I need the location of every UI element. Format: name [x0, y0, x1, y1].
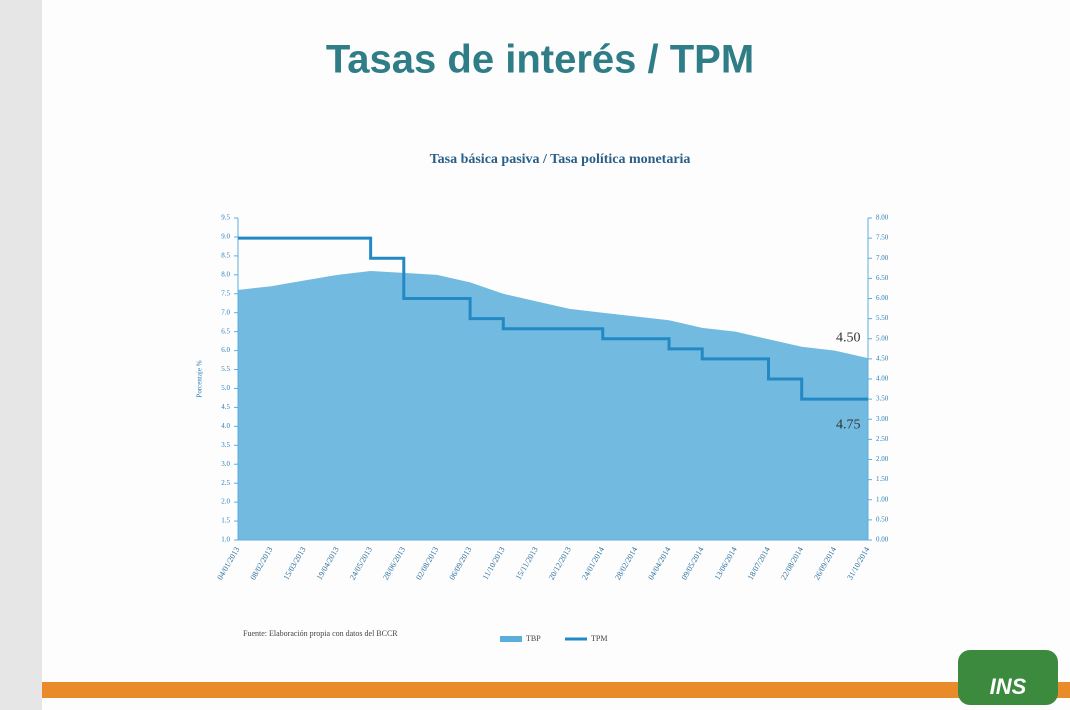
y-tick-label: 5.5: [221, 365, 230, 373]
y-tick-label: 3.5: [221, 441, 230, 449]
y-tick-label: 4.5: [221, 403, 230, 411]
y-tick-label: 3.0: [221, 460, 230, 468]
tpm-line: [238, 236, 868, 401]
y2-tick-label: 5.50: [876, 314, 889, 322]
y-tick-label: 7.5: [221, 289, 230, 297]
y-tick-label: 2.5: [221, 479, 230, 487]
y-tick-label: 6.0: [221, 346, 230, 354]
y-tick-label: 8.5: [221, 251, 230, 259]
y2-tick-label: 6.00: [876, 294, 889, 302]
legend-swatch: [500, 636, 522, 642]
y2-tick-label: 3.00: [876, 415, 889, 423]
y-tick-label: 1.5: [221, 517, 230, 525]
chart-title: Tasa básica pasiva / Tasa política monet…: [430, 152, 691, 167]
annotation: 4.50: [836, 330, 861, 345]
source: Fuente: Elaboración propia con datos del…: [243, 629, 398, 638]
y-tick-label: 9.0: [221, 233, 230, 241]
y-tick-label: 9.5: [221, 214, 230, 222]
slide-title: Tasas de interés / TPM: [326, 38, 754, 82]
tbp-area: [238, 271, 868, 540]
logo-box: [958, 650, 1058, 705]
y2-tick-label: 7.50: [876, 234, 889, 242]
y-axis-label: Porcentaje %: [196, 360, 204, 397]
y2-tick-label: 8.00: [876, 214, 889, 222]
y2-tick-label: 2.00: [876, 455, 889, 463]
y-tick-label: 8.0: [221, 270, 230, 278]
legend-label: TPM: [591, 634, 607, 643]
y2-tick-label: 7.00: [876, 254, 889, 262]
y2-tick-label: 3.50: [876, 395, 889, 403]
legend-label: TBP: [526, 634, 541, 643]
y2-tick-label: 1.00: [876, 495, 889, 503]
y2-tick-label: 1.50: [876, 475, 889, 483]
y2-tick-label: 0.00: [876, 536, 889, 544]
y-tick-label: 2.0: [221, 498, 230, 506]
left-strip: [0, 0, 42, 710]
y-tick-label: 4.0: [221, 422, 230, 430]
y-tick-label: 1.0: [221, 536, 230, 544]
y-tick-label: 6.5: [221, 327, 230, 335]
chart: 1.0 1.5 2.0 2.5 3.0 3.5 4.0 4.5 5.0 5.5 6.0 6.5 7.0 7…: [215, 214, 888, 643]
y2-tick-label: 4.00: [876, 375, 889, 383]
annotation: 4.75: [836, 417, 861, 432]
footer-bar: [42, 682, 1070, 698]
y2-tick-label: 4.50: [876, 354, 889, 362]
y2-tick-label: 2.50: [876, 435, 889, 443]
y2-tick-label: 5.00: [876, 334, 889, 342]
logo: INS: [990, 674, 1027, 699]
y2-tick-label: 0.50: [876, 515, 889, 523]
y2-tick-label: 6.50: [876, 274, 889, 282]
y-tick-label: 7.0: [221, 308, 230, 316]
y-tick-label: 5.0: [221, 384, 230, 392]
